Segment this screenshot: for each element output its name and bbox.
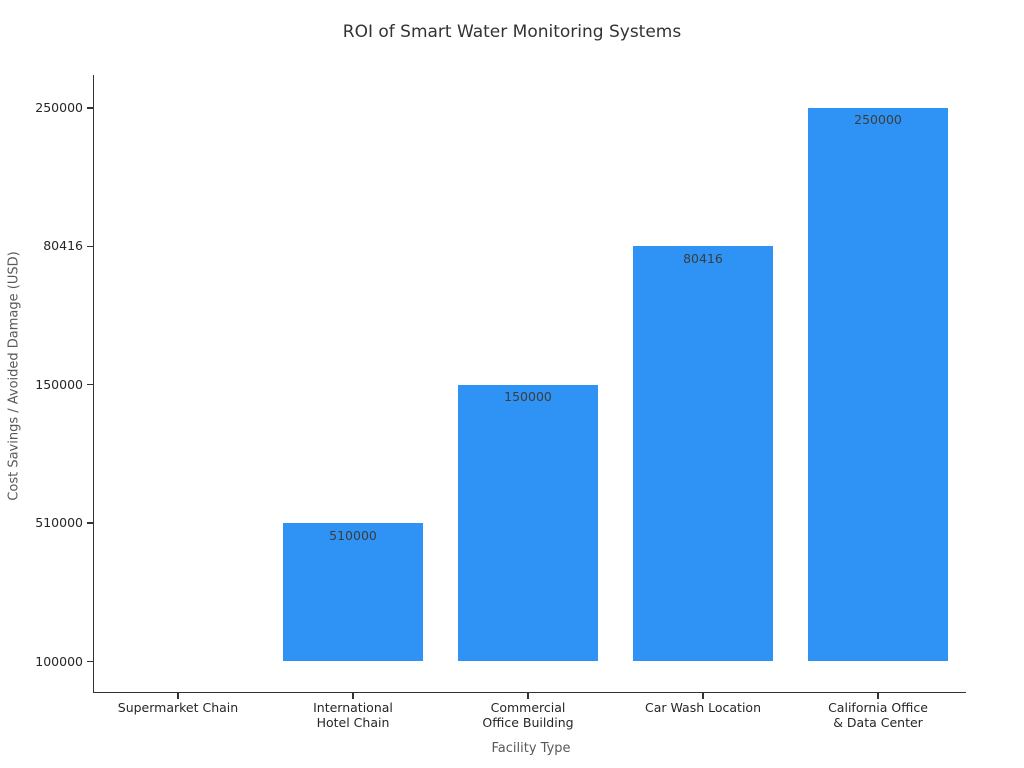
bar: [458, 384, 598, 662]
y-tick-mark: [87, 245, 93, 248]
x-tick-label: Supermarket Chain: [117, 700, 239, 715]
y-tick-mark: [87, 660, 93, 663]
y-tick-label: 250000: [35, 99, 83, 115]
y-tick-label: 150000: [35, 376, 83, 392]
bar: [633, 246, 773, 662]
bar-value-label: 250000: [854, 112, 902, 128]
x-tick-label: California Office & Data Center: [828, 700, 928, 730]
bar-value-label: 150000: [504, 389, 552, 405]
x-tick-label: International Hotel Chain: [313, 700, 393, 730]
y-tick-mark: [87, 383, 93, 386]
y-tick-mark: [87, 522, 93, 524]
bar: [808, 107, 948, 662]
y-tick-label: 100000: [35, 653, 83, 669]
x-tick-mark: [352, 693, 354, 699]
bar: [283, 523, 423, 662]
x-tick-label: Car Wash Location: [645, 700, 761, 715]
x-tick-mark: [702, 693, 704, 699]
y-tick-label: 510000: [35, 515, 83, 531]
bar-value-label: 80416: [683, 250, 723, 266]
y-tick-mark: [87, 107, 93, 109]
y-tick-label: 80416: [43, 238, 83, 254]
x-tick-label: Commercial Office Building: [482, 700, 574, 730]
x-tick-mark: [177, 693, 179, 699]
x-tick-mark: [877, 693, 879, 699]
bar-value-label: 510000: [329, 527, 377, 543]
x-tick-mark: [527, 693, 529, 699]
x-axis-spine: [92, 692, 966, 693]
chart-title: ROI of Smart Water Monitoring Systems: [342, 22, 682, 42]
y-axis-spine: [92, 75, 94, 692]
x-axis-title: Facility Type: [491, 741, 571, 756]
